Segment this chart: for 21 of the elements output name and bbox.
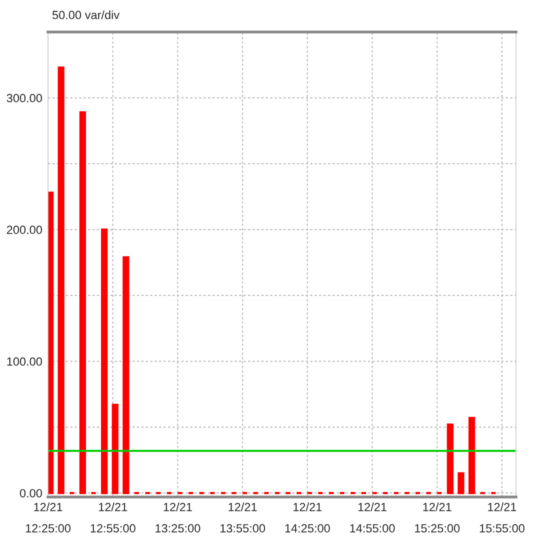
x-tick-label: 12/21 13:25:00 — [156, 502, 200, 532]
x-tick-label: 12/21 15:55:00 — [480, 502, 524, 532]
bar — [468, 416, 476, 494]
bar — [122, 256, 130, 494]
bar — [446, 424, 454, 494]
bar — [58, 66, 64, 494]
x-tick-label: 12/21 12:25:00 — [26, 502, 71, 532]
y-tick-label: 200.00 — [6, 226, 42, 234]
x-tick-label: 12/21 12:55:00 — [90, 502, 136, 532]
y-tick-label: 100.00 — [7, 357, 42, 366]
y-tick-label: 300.00 — [6, 94, 42, 102]
x-tick-label: 12/21 14:25:00 — [285, 502, 330, 532]
x-tick-label: 12/21 15:25:00 — [415, 502, 460, 532]
x-tick-label: 12/21 13:55:00 — [220, 502, 266, 532]
bar — [112, 404, 118, 494]
bar — [100, 228, 108, 494]
chart-title: 50.00 var/div — [52, 10, 120, 20]
bar — [79, 111, 86, 494]
y-tick-label: 0.00 — [20, 489, 42, 498]
bar — [458, 472, 464, 494]
x-tick-label: 12/21 14:55:00 — [350, 502, 395, 532]
